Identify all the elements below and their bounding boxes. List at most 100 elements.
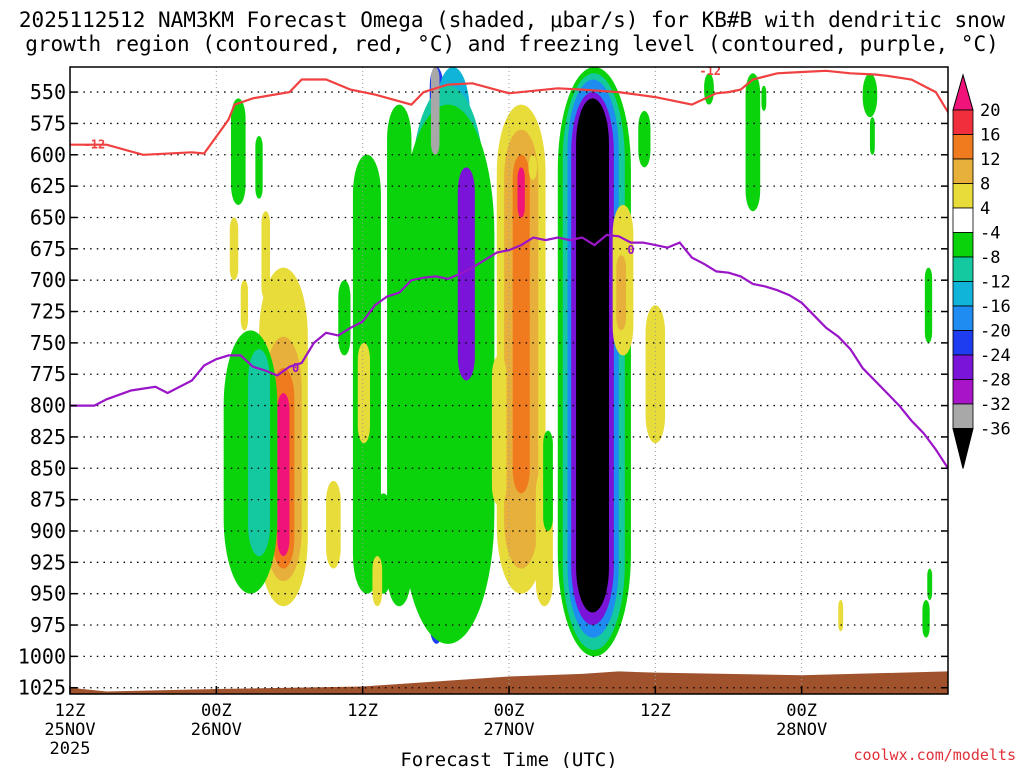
x-tick-label: 28NOV — [776, 720, 827, 740]
omega-cell — [229, 217, 239, 281]
colorbar-band — [952, 134, 974, 160]
colorbar-label: -32 — [980, 395, 1011, 415]
dgz-minus12-contour — [70, 69, 948, 156]
omega-cell — [387, 104, 412, 607]
colorbar-label: -8 — [980, 248, 1000, 268]
freezing-level-0C-label: 0 — [627, 243, 634, 257]
colorbar-band — [952, 281, 974, 307]
omega-cell — [869, 117, 875, 155]
omega-cell — [922, 599, 930, 638]
x-tick-label: 26NOV — [191, 720, 242, 740]
y-tick-label: 950 — [30, 582, 66, 606]
omega-cell — [401, 104, 495, 644]
colorbar-label: 4 — [980, 199, 990, 219]
y-tick-label: 900 — [30, 519, 66, 543]
freezing-level-0C-contour — [70, 233, 948, 469]
omega-cell — [645, 305, 666, 444]
colorbar-band — [952, 158, 974, 184]
y-tick-label: 750 — [30, 331, 66, 355]
omega-cell — [512, 154, 530, 494]
omega-cell — [638, 110, 651, 168]
colorbar-band — [952, 183, 974, 209]
y-tick-label: 625 — [30, 174, 66, 198]
x-tick-label: 00Z — [786, 701, 817, 721]
omega-cell — [761, 85, 767, 111]
y-tick-label: 550 — [30, 80, 66, 104]
omega-cell — [924, 267, 933, 343]
y-tick-label: 850 — [30, 456, 66, 480]
y-tick-label: 775 — [30, 362, 66, 386]
omega-cell — [543, 430, 553, 531]
omega-cell — [326, 480, 341, 569]
omega-cell — [927, 568, 933, 600]
x-tick-label: 12Z — [640, 701, 671, 721]
omega-cell — [491, 355, 507, 506]
plot-area: -12 -12 0 0 — [70, 64, 948, 694]
omega-cell — [255, 135, 263, 199]
omega-cell — [248, 349, 270, 557]
x-tick-label: 25NOV — [44, 720, 95, 740]
y-tick-label: 800 — [30, 394, 66, 418]
omega-cell — [576, 98, 609, 613]
colorbar-label: -36 — [980, 420, 1011, 440]
omega-cell — [704, 73, 714, 105]
colorbar-label: -16 — [980, 297, 1011, 317]
surface-terrain — [70, 671, 948, 694]
colorbar-band — [952, 207, 974, 233]
y-tick-label: 1000 — [18, 644, 66, 668]
omega-cell — [372, 556, 383, 607]
omega-cell — [230, 98, 246, 205]
omega-cell — [745, 73, 761, 212]
colorbar-label: -20 — [980, 322, 1011, 342]
x-tick-label: 12Z — [55, 701, 86, 721]
y-tick-label: 725 — [30, 300, 66, 324]
omega-cell — [240, 280, 249, 331]
colorbar-label: 8 — [980, 175, 990, 195]
y-tick-label: 650 — [30, 205, 66, 229]
colorbar-band — [952, 109, 974, 135]
x-tick-label: 00Z — [201, 701, 232, 721]
y-tick-label: 825 — [30, 425, 66, 449]
omega-cell — [430, 67, 440, 155]
colorbar-band — [952, 330, 974, 356]
colorbar-label: 20 — [980, 101, 1000, 121]
omega-cell — [457, 167, 475, 381]
colorbar-label: 16 — [980, 126, 1000, 146]
colorbar-label: 12 — [980, 150, 1000, 170]
colorbar-band — [952, 379, 974, 405]
colorbar-band — [952, 232, 974, 258]
colorbar-band — [952, 305, 974, 331]
colorbar-band — [952, 403, 974, 429]
omega-cell — [517, 167, 525, 218]
x-tick-label: 12Z — [347, 701, 378, 721]
omega-cell — [277, 393, 290, 557]
y-tick-label: 925 — [30, 550, 66, 574]
omega-cell — [528, 154, 538, 180]
x-tick-label: 2025 — [50, 739, 91, 759]
freezing-level-0C-label: 0 — [292, 361, 299, 375]
y-tick-label: 1025 — [18, 676, 66, 700]
colorbar-band — [952, 256, 974, 282]
colorbar-under-arrow — [952, 428, 974, 469]
y-tick-label: 600 — [30, 143, 66, 167]
dgz-minus12-label: -12 — [699, 64, 721, 78]
colorbar-label: -12 — [980, 273, 1011, 293]
colorbar-band — [952, 354, 974, 380]
omega-cell — [357, 342, 370, 444]
omega-cell — [338, 280, 351, 356]
y-tick-label: 875 — [30, 488, 66, 512]
x-tick-label: 27NOV — [483, 720, 534, 740]
y-tick-label: 575 — [30, 111, 66, 135]
x-tick-label: 00Z — [494, 701, 525, 721]
omega-cell — [616, 255, 627, 331]
colorbar-label: -4 — [980, 224, 1000, 244]
omega-cell — [838, 599, 844, 632]
colorbar-label: -24 — [980, 346, 1011, 366]
omega-cell — [261, 211, 270, 299]
y-tick-label: 675 — [30, 237, 66, 261]
y-tick-label: 700 — [30, 268, 66, 292]
credit-text: coolwx.com/modelts — [853, 746, 1016, 764]
y-tick-label: 975 — [30, 613, 66, 637]
chart-title-line1: 2025112512 NAM3KM Forecast Omega (shaded… — [18, 8, 1006, 32]
